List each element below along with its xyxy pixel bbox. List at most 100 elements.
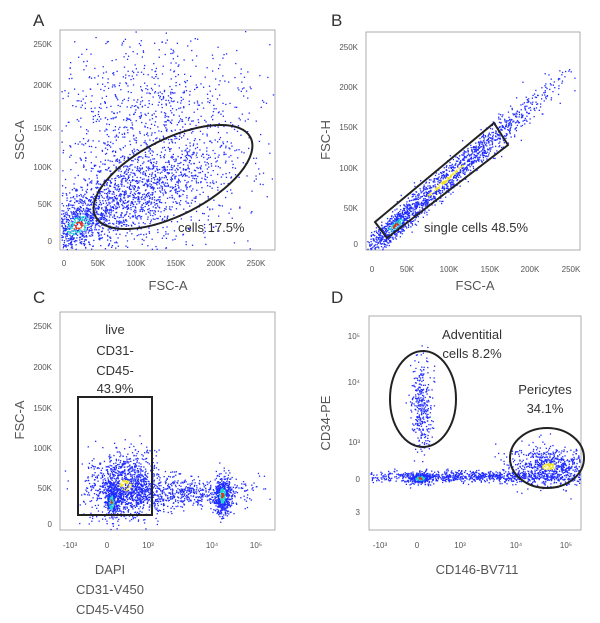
panel-a-event-dot [182, 193, 184, 196]
panel-a-event-dot [88, 243, 91, 245]
panel-b-event-dot [481, 143, 483, 145]
panel-a-event-dot [80, 199, 82, 201]
panel-b-event-dot [392, 220, 394, 222]
panel-b-event-dot [394, 214, 396, 216]
panel-b-event-dot [470, 169, 472, 172]
panel-c-event-dot [124, 469, 126, 471]
panel-b-event-dot [459, 172, 462, 174]
panel-a-event-dot [81, 53, 83, 55]
panel-a-event-dot [98, 235, 100, 237]
panel-b-event-dot [369, 244, 371, 247]
panel-a-event-dot [195, 178, 198, 180]
panel-c-event-dot [122, 464, 124, 466]
panel-a-event-dot [225, 173, 227, 175]
panel-a-event-dot [166, 182, 169, 184]
panel-a-event-dot [104, 206, 106, 208]
panel-a-event-dot [131, 164, 133, 166]
panel-a-event-dot [129, 140, 131, 142]
panel-b-event-dot [378, 231, 380, 233]
panel-b-event-dot [509, 132, 511, 135]
panel-b-event-dot [394, 237, 396, 239]
panel-b-event-dot [481, 136, 483, 138]
panel-b-event-dot [378, 247, 380, 249]
panel-b-event-dot [420, 204, 422, 206]
panel-a-event-dot [173, 186, 175, 189]
panel-c-event-dot [100, 485, 102, 488]
panel-a-event-dot [133, 99, 135, 101]
panel-a-event-dot [150, 175, 153, 177]
panel-b-event-dot [417, 211, 420, 213]
panel-b-event-dot [468, 154, 470, 156]
panel-a-event-dot [116, 199, 118, 201]
panel-b-event-dot [430, 194, 432, 196]
panel-a-event-dot [125, 202, 127, 204]
panel-a-event-dot [186, 186, 188, 189]
panel-b-event-dot [440, 182, 442, 184]
panel-b-event-dot [511, 118, 513, 121]
panel-c-event-dot [140, 468, 142, 471]
panel-a-event-dot [154, 218, 156, 220]
panel-a-event-dot [134, 201, 136, 203]
panel-a-event-dot [132, 205, 134, 208]
panel-b-event-dot [437, 186, 439, 189]
panel-a-event-dot [109, 185, 112, 188]
panel-a-event-dot [109, 208, 111, 211]
panel-a-event-dot [79, 222, 82, 225]
panel-b-event-dot [391, 227, 393, 229]
panel-a-event-dot [76, 209, 78, 211]
panel-a-event-dot [125, 213, 127, 215]
panel-c-event-dot [128, 496, 131, 499]
panel-a-event-dot [178, 64, 180, 66]
panel-a-event-dot [152, 166, 155, 168]
panel-b-event-dot [499, 141, 501, 143]
panel-a-event-dot [153, 77, 155, 79]
panel-b-event-dot [462, 170, 465, 172]
panel-a-event-dot [95, 199, 97, 202]
panel-a-event-dot [189, 123, 191, 125]
panel-a-event-dot [101, 208, 103, 210]
panel-b-event-dot [544, 91, 546, 94]
panel-a-event-dot [100, 214, 102, 217]
panel-b-event-dot [442, 177, 444, 179]
panel-a-event-dot [155, 182, 158, 184]
panel-c-event-dot [112, 470, 115, 473]
panel-a-event-dot [183, 173, 185, 175]
panel-a-event-dot [182, 98, 184, 100]
panel-a-event-dot [164, 125, 166, 127]
panel-a-event-dot [95, 229, 98, 231]
panel-b-event-dot [417, 215, 419, 217]
panel-a-event-dot [154, 174, 157, 177]
panel-a-event-dot [152, 218, 154, 220]
panel-a-event-dot [71, 230, 73, 232]
panel-a-event-dot [101, 97, 103, 99]
panel-a-event-dot [63, 210, 65, 212]
panel-a-event-dot [94, 67, 96, 70]
panel-a-event-dot [160, 151, 163, 153]
panel-c-event-dot [96, 476, 99, 479]
panel-c-event-dot [124, 503, 127, 506]
panel-a-event-dot [119, 233, 121, 235]
panel-b-event-dot [392, 224, 394, 226]
panel-a-event-dot [114, 129, 116, 131]
panel-a-event-dot [87, 227, 89, 229]
panel-a-event-dot [75, 189, 77, 191]
panel-b-event-dot [541, 113, 543, 115]
panel-a-event-dot [74, 220, 76, 222]
panel-a-event-dot [178, 187, 180, 189]
panel-a-event-dot [151, 132, 153, 134]
panel-a-event-dot [155, 116, 157, 118]
panel-b-event-dot [404, 207, 406, 210]
panel-a-event-dot [191, 120, 193, 122]
panel-a-event-dot [146, 183, 148, 186]
panel-a-event-dot [67, 233, 69, 235]
panel-a-event-dot [71, 225, 73, 228]
panel-b-event-dot [389, 239, 392, 242]
panel-a-event-dot [83, 195, 85, 197]
panel-a-event-dot [191, 190, 193, 192]
panel-a-event-dot [132, 215, 134, 217]
panel-a-event-dot [75, 188, 77, 190]
panel-a-event-dot [96, 118, 99, 121]
panel-c-event-dot [123, 495, 125, 498]
panel-a-event-dot [63, 222, 65, 224]
panel-a-event-dot [238, 176, 240, 178]
